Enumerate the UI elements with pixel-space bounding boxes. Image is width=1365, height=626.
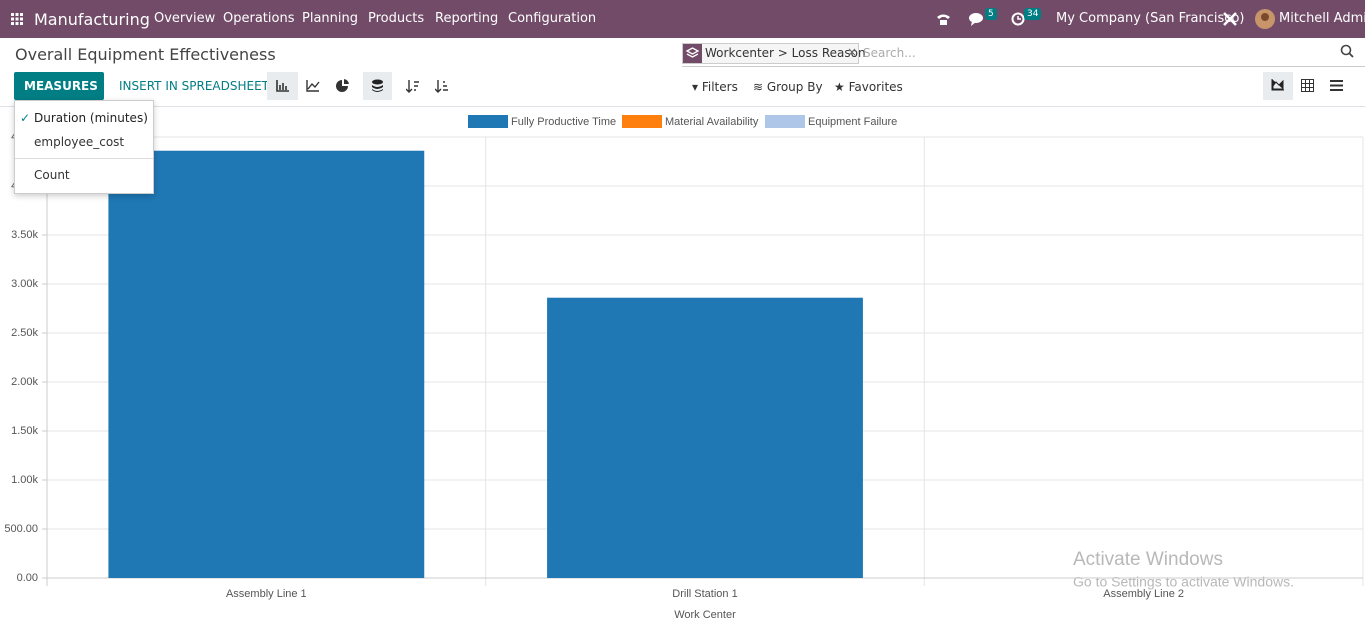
measures-label: MEASURES (24, 79, 98, 93)
pivot-view-icon[interactable] (1301, 79, 1314, 92)
legend-swatch (622, 115, 662, 128)
y-tick-label: 2.50k (11, 327, 38, 339)
bar (108, 150, 425, 578)
filters-button[interactable]: ▾ Filters (692, 80, 738, 94)
search-icon[interactable] (1340, 44, 1354, 58)
menu-item[interactable]: Products (368, 11, 425, 26)
stack-icon (372, 79, 383, 92)
menu-divider (15, 158, 153, 159)
pie-chart-icon[interactable] (336, 79, 350, 93)
menu-item[interactable]: Overview (154, 11, 216, 26)
y-tick-label: 1.50k (11, 425, 38, 437)
legend-label: Fully Productive Time (511, 116, 616, 128)
legend-label: Equipment Failure (808, 116, 897, 128)
y-tick-label: 1.00k (11, 474, 38, 486)
navbar: Manufacturing Overview Operations Planni… (0, 0, 1365, 38)
favorites-label: Favorites (848, 80, 903, 94)
app-name[interactable]: Manufacturing (34, 10, 150, 29)
control-panel-border (0, 106, 1365, 107)
x-tick-label: Assembly Line 2 (1103, 588, 1184, 600)
y-tick-label: 2.00k (11, 376, 38, 388)
group-by-label: Group By (766, 80, 823, 94)
x-axis-title: Work Center (674, 609, 736, 621)
activities-badge: 34 (1024, 8, 1042, 20)
user-name[interactable]: Mitchell Admin (1279, 11, 1365, 26)
bar (547, 297, 863, 578)
check-mark: ✓ (20, 111, 31, 125)
measure-item[interactable]: employee_cost (34, 135, 125, 149)
tools-icon[interactable] (1222, 11, 1238, 27)
page-title: Overall Equipment Effectiveness (15, 45, 276, 64)
bar-chart-icon (276, 80, 289, 92)
avatar[interactable] (1255, 9, 1275, 29)
list-view-icon[interactable] (1330, 80, 1343, 91)
sort-desc-icon[interactable] (406, 80, 419, 93)
menu-item[interactable]: Planning (302, 11, 358, 26)
y-tick-label: 0.00 (17, 572, 38, 584)
facet-remove[interactable]: × (847, 45, 858, 59)
messages-badge: 5 (985, 8, 997, 20)
legend-swatch (468, 115, 508, 128)
legend-swatch (765, 115, 805, 128)
phone-icon[interactable] (936, 12, 951, 26)
y-tick-label: 500.00 (4, 523, 38, 535)
search-facet[interactable]: Workcenter > Loss Reason × (682, 43, 866, 64)
y-tick-label: 3.50k (11, 229, 38, 241)
facet-label: Workcenter > Loss Reason (705, 46, 866, 60)
menu-item[interactable]: Reporting (435, 11, 499, 26)
filters-label: Filters (701, 80, 738, 94)
menu-item[interactable]: Configuration (508, 11, 597, 26)
legend-label: Material Availability (665, 116, 759, 128)
measure-item[interactable]: Count (34, 168, 70, 182)
watermark-title: Activate Windows (1073, 549, 1223, 570)
line-chart-icon[interactable] (306, 80, 320, 92)
facet-icon (683, 44, 702, 63)
stacked-active[interactable] (363, 72, 392, 100)
menu-item[interactable]: Operations (223, 11, 295, 26)
favorites-button[interactable]: ★ Favorites (834, 80, 903, 94)
graph-view-active[interactable] (1263, 72, 1293, 100)
x-tick-label: Assembly Line 1 (226, 588, 307, 600)
company-switcher[interactable]: My Company (San Francisco) (1056, 11, 1245, 26)
measures-dropdown: ✓ Duration (minutes) employee_cost Count (14, 100, 154, 194)
activity-icon[interactable] (1011, 12, 1025, 26)
insert-spreadsheet-button[interactable]: INSERT IN SPREADSHEET (119, 79, 270, 93)
y-tick-label: 3.00k (11, 278, 38, 290)
sort-asc-icon[interactable] (435, 80, 448, 93)
x-tick-label: Drill Station 1 (672, 588, 737, 600)
apps-icon[interactable] (11, 13, 23, 25)
measure-item[interactable]: Duration (minutes) (34, 111, 148, 125)
graph-view-icon (1271, 79, 1284, 91)
measures-button[interactable]: MEASURES ▾ (14, 72, 104, 121)
chat-icon[interactable] (969, 12, 985, 26)
search-input[interactable]: Search... (863, 46, 916, 60)
group-by-button[interactable]: ≋ Group By (753, 80, 823, 94)
search-underline (682, 66, 1365, 67)
